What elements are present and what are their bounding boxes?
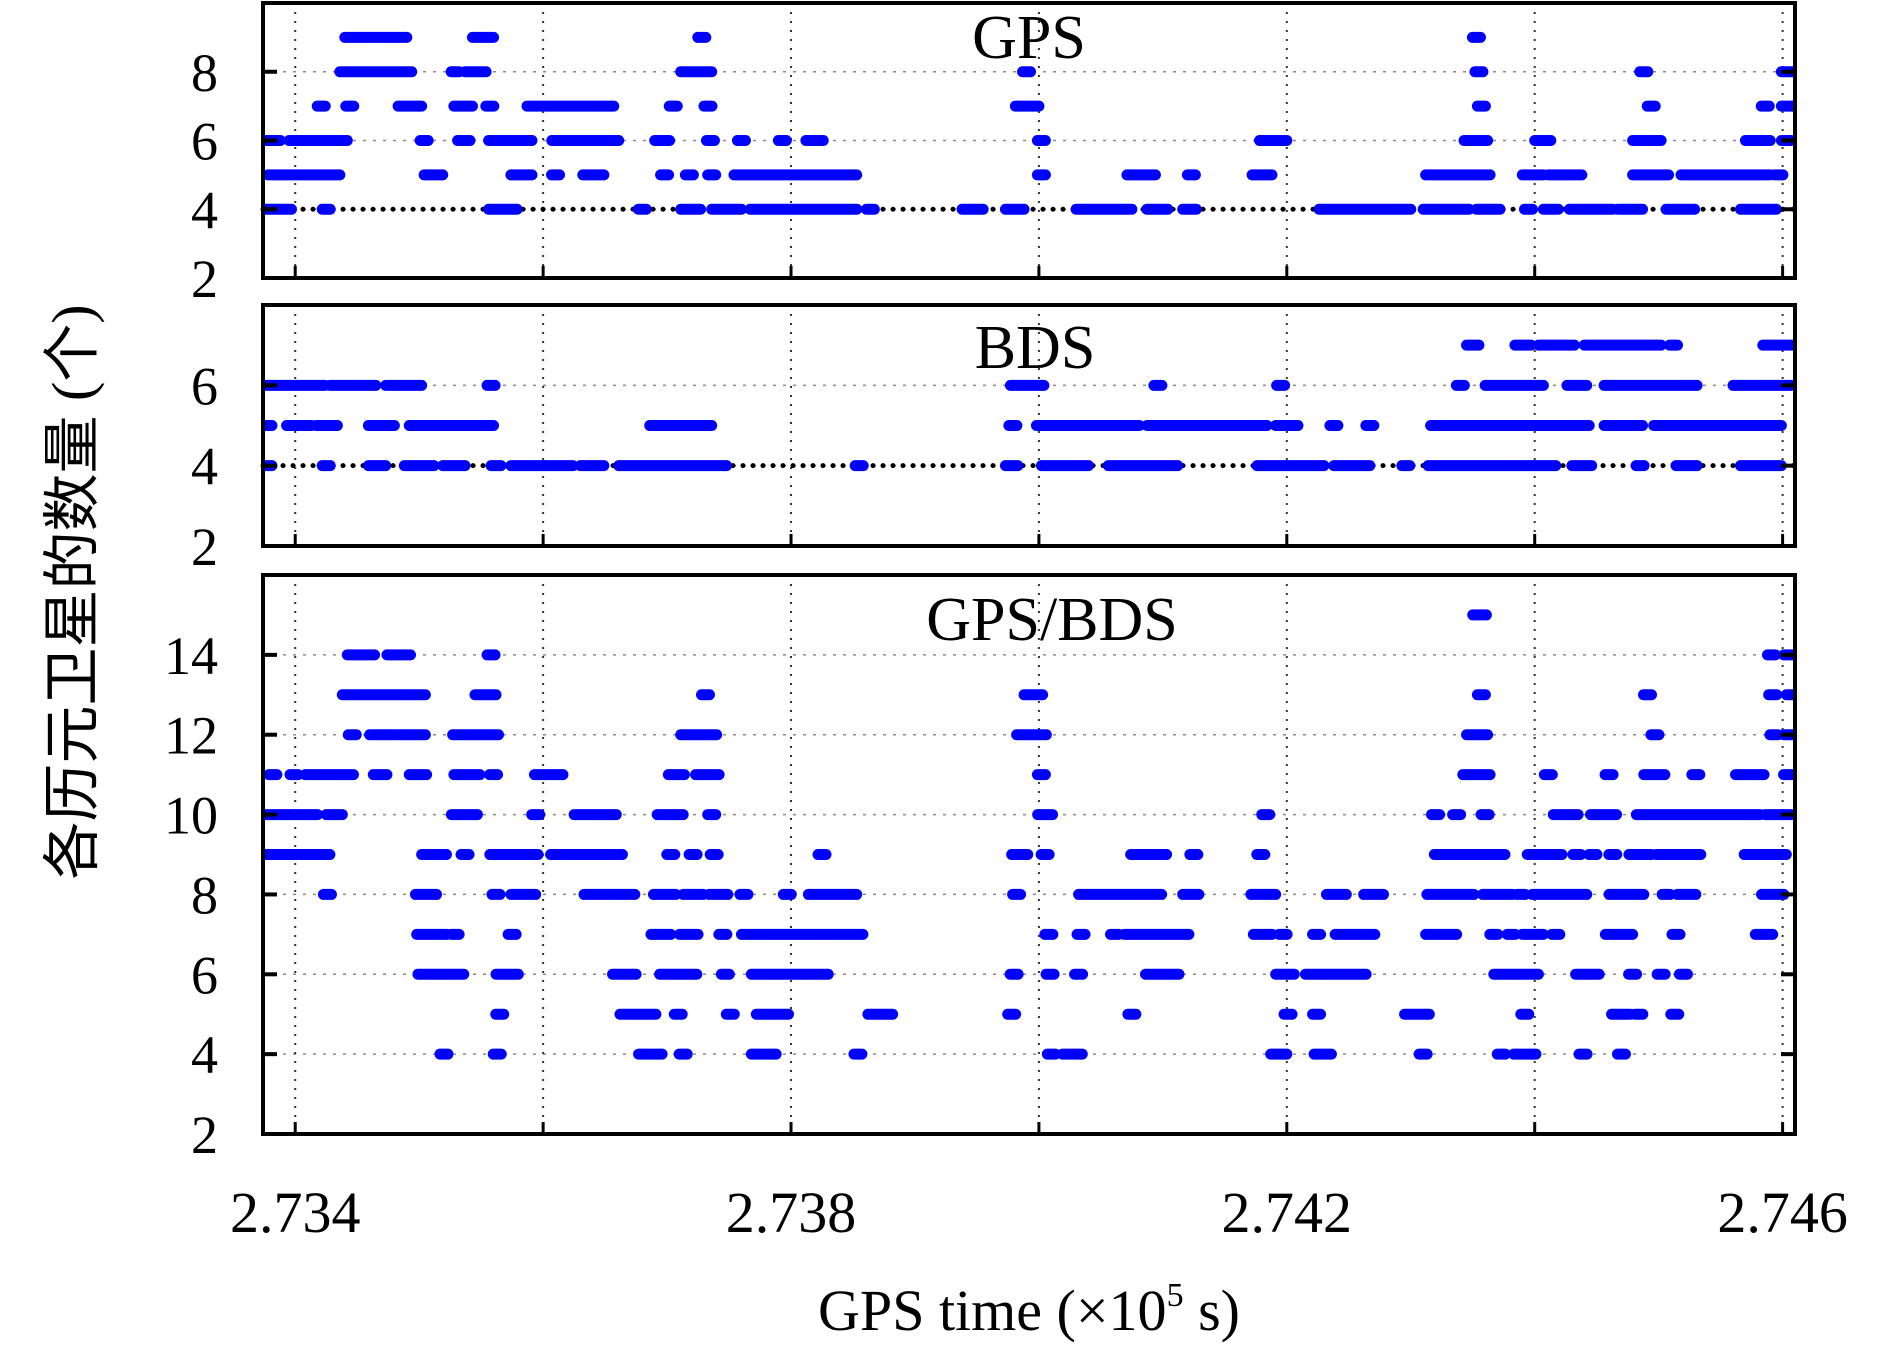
x-axis-label: GPS time (×105 s) [818,1277,1240,1343]
markers [263,609,1795,1060]
panel-title: BDS [975,314,1096,382]
y-tick-label: 6 [191,356,218,416]
y-tick-label: 4 [191,180,218,240]
panel-gps: 2 4 6 8 GPS [191,1,1798,309]
y-tick-label: 6 [191,945,218,1005]
x-tick-label: 2.734 [230,1180,361,1245]
panel-bds: 2 4 6 BDS [191,303,1798,577]
x-tick-label: 2.746 [1717,1180,1848,1245]
x-axis: 2.734 2.738 2.742 2.746 [230,1180,1848,1245]
panel-frame [261,573,1797,1136]
panel-frame [261,303,1797,548]
y-tick-label: 4 [191,1025,218,1085]
y-tick-label: 8 [191,865,218,925]
x-tick-label: 2.738 [726,1180,857,1245]
y-tick-label: 6 [191,112,218,172]
y-tick-label: 12 [164,706,218,766]
panels: 2 4 6 8 GPS 2 4 6 BDS 2 4 6 8 10 12 14 GPS/BDS [164,1,1798,1165]
x-tick-label: 2.742 [1222,1180,1353,1245]
y-tick-label: 2 [191,249,218,309]
y-tick-label: 14 [164,626,218,686]
x-axis-label-main: GPS time (×10 [818,1278,1167,1343]
x-axis-label-exponent: 5 [1167,1277,1184,1314]
y-tick-label: 2 [191,1105,218,1165]
y-tick-label: 2 [191,517,218,577]
panel-title: GPS/BDS [926,586,1178,654]
panel-gps-bds: 2 4 6 8 10 12 14 GPS/BDS [164,573,1797,1165]
y-tick-label: 8 [191,43,218,103]
y-axis-label: 各历元卫星的数量 (个) [40,304,105,879]
y-tick-label: 4 [191,437,218,497]
x-axis-label-unit: s) [1184,1278,1240,1343]
panel-title: GPS [972,4,1086,72]
markers [263,31,1795,215]
y-tick-label: 10 [164,786,218,846]
